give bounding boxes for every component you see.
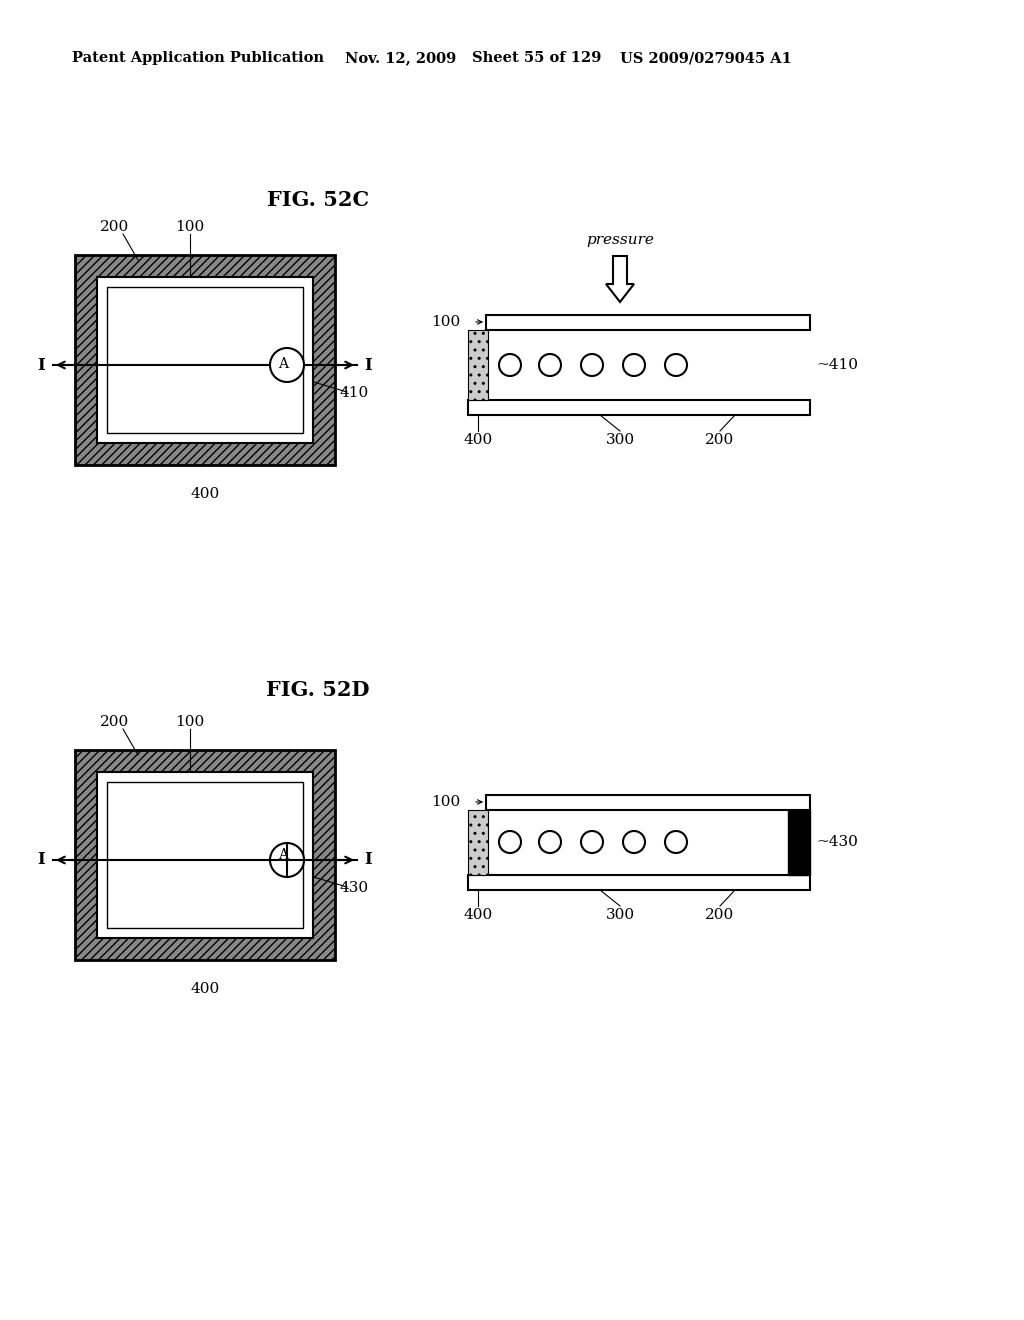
Circle shape (665, 354, 687, 376)
Text: pressure: pressure (586, 234, 654, 247)
Text: I: I (37, 356, 45, 374)
Text: 100: 100 (431, 315, 460, 329)
Bar (97, 772, 313, 939)
Text: 410: 410 (340, 385, 370, 400)
Bar (106, 286, 303, 433)
Text: 430: 430 (340, 880, 369, 895)
Text: 200: 200 (706, 433, 734, 447)
Circle shape (581, 832, 603, 853)
Circle shape (270, 348, 304, 381)
Text: 400: 400 (464, 433, 493, 447)
Text: ~430: ~430 (816, 836, 858, 849)
Bar (468, 400, 810, 414)
Text: 400: 400 (190, 982, 219, 997)
Text: 300: 300 (605, 433, 635, 447)
Text: A: A (278, 847, 288, 862)
Circle shape (499, 832, 521, 853)
Bar (486, 795, 810, 810)
Text: I: I (365, 851, 372, 869)
Text: A: A (278, 356, 288, 371)
Text: Sheet 55 of 129: Sheet 55 of 129 (472, 51, 601, 65)
Text: Nov. 12, 2009: Nov. 12, 2009 (345, 51, 457, 65)
Bar (75, 255, 335, 465)
Circle shape (539, 832, 561, 853)
Text: 200: 200 (100, 715, 130, 729)
Text: 100: 100 (431, 795, 460, 809)
Circle shape (270, 843, 304, 876)
Circle shape (581, 354, 603, 376)
Bar (468, 330, 488, 400)
Text: ~410: ~410 (816, 358, 858, 372)
Bar (788, 810, 810, 875)
Bar (468, 875, 810, 890)
Text: 200: 200 (100, 220, 130, 234)
Circle shape (623, 354, 645, 376)
Text: I: I (365, 356, 372, 374)
Text: 400: 400 (190, 487, 219, 502)
Text: FIG. 52C: FIG. 52C (267, 190, 369, 210)
Text: US 2009/0279045 A1: US 2009/0279045 A1 (620, 51, 792, 65)
Text: 200: 200 (706, 908, 734, 921)
Text: 100: 100 (175, 220, 205, 234)
Bar (106, 781, 303, 928)
Bar (468, 810, 488, 875)
Text: 400: 400 (464, 908, 493, 921)
Circle shape (623, 832, 645, 853)
Circle shape (665, 832, 687, 853)
Bar (75, 750, 335, 960)
Circle shape (499, 354, 521, 376)
Text: 300: 300 (605, 908, 635, 921)
Circle shape (539, 354, 561, 376)
Text: 100: 100 (175, 715, 205, 729)
Bar (486, 315, 810, 330)
Text: I: I (37, 851, 45, 869)
Text: FIG. 52D: FIG. 52D (266, 680, 370, 700)
Polygon shape (606, 256, 634, 302)
Text: Patent Application Publication: Patent Application Publication (72, 51, 324, 65)
Bar (97, 277, 313, 444)
